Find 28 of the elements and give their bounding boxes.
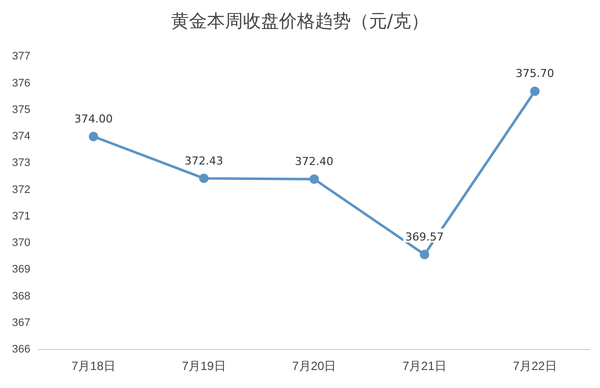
y-tick-label: 374	[12, 130, 30, 143]
x-tick-label: 7月20日	[292, 359, 336, 374]
y-tick-label: 375	[12, 104, 30, 116]
x-tick-label: 7月21日	[402, 359, 447, 374]
chart-title: 黄金本周收盘价格趋势（元/克）	[170, 10, 430, 34]
point	[199, 174, 209, 184]
point	[420, 250, 430, 260]
point	[88, 132, 98, 142]
data-label: 375.70	[516, 67, 554, 80]
y-tick-label: 366	[12, 344, 30, 356]
x-tick-label: 7月19日	[182, 359, 226, 374]
x-tick-label: 7月18日	[72, 359, 116, 374]
y-tick-label: 377	[12, 50, 30, 63]
y-tick-label: 369	[12, 264, 30, 276]
y-tick-label: 370	[12, 237, 30, 250]
y-tick-label: 372	[12, 184, 30, 196]
data-label: 372.43	[184, 154, 224, 168]
point	[530, 86, 540, 96]
y-tick-label: 367	[12, 316, 30, 329]
y-tick-label: 376	[12, 77, 30, 90]
data-label: 372.40	[294, 155, 334, 168]
data-label: 374.00	[74, 112, 113, 126]
point	[309, 174, 319, 184]
y-tick-label: 368	[12, 290, 30, 302]
data-label: 369.57	[405, 230, 444, 244]
x-tick-label: 7月22日	[512, 359, 557, 374]
y-tick-label: 373	[12, 157, 30, 170]
y-tick-label: 371	[12, 210, 30, 222]
